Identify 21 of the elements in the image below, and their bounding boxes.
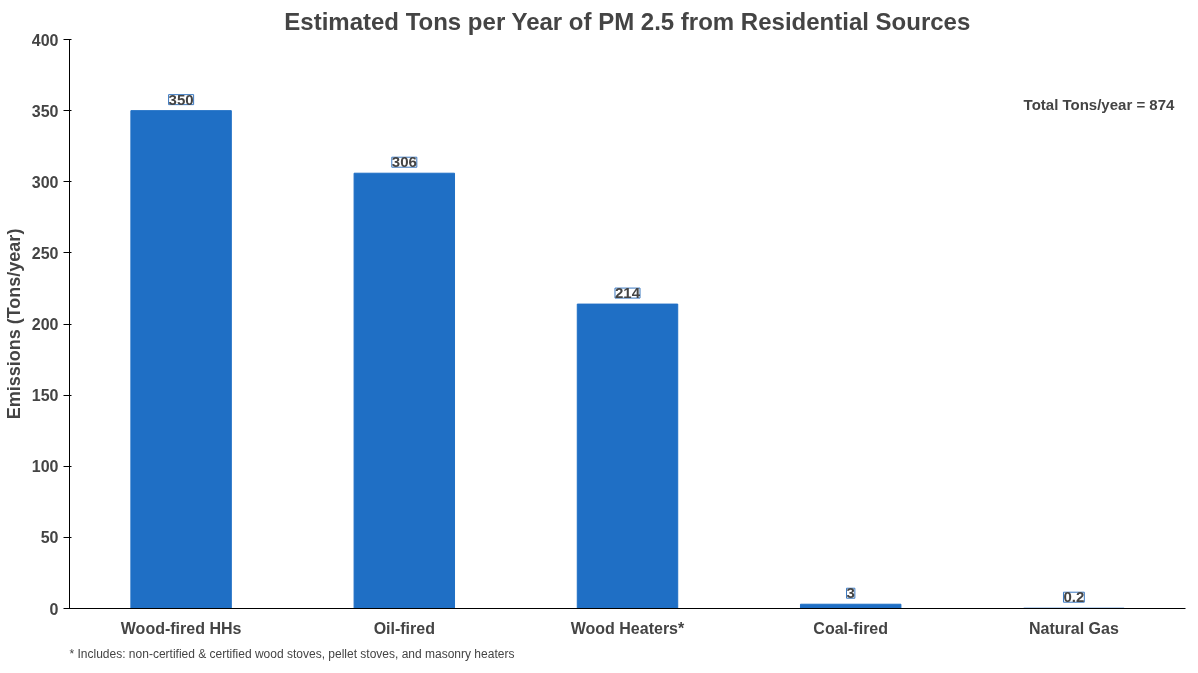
data-label: 0.2 [1063,588,1085,606]
y-tick-label: 300 [31,173,59,191]
text: * Includes: non-certified & certified wood stoves, pellet stoves, and masonry heaters [69,646,515,661]
x-tick-label: Natural Gas [1028,619,1119,637]
x-tick-label: Wood Heaters* [570,619,686,637]
x-tick-label: Oil-fired [373,619,435,637]
data-label: 214 [614,284,641,302]
x-tick-label: Coal-fired [813,619,889,637]
y-tick-label: 100 [31,458,59,476]
y-tick-label: 350 [31,102,59,120]
y-tick-label: 150 [31,387,59,405]
y-tick-label: 0 [49,600,59,618]
y-tick-label: 250 [31,244,59,262]
data-label: 350 [168,90,194,108]
y-axis-title: Emissions (Tons/year) [3,228,24,420]
y-tick-label: 400 [31,31,59,49]
x-tick-label: Wood-fired HHs [120,619,242,637]
chart-title: Estimated Tons per Year of PM 2.5 from Residential Sources [284,7,971,35]
y-tick-label: 50 [40,529,59,547]
y-tick-label: 200 [31,316,59,333]
annotation: Total Tons/year = 874 [1023,96,1175,114]
